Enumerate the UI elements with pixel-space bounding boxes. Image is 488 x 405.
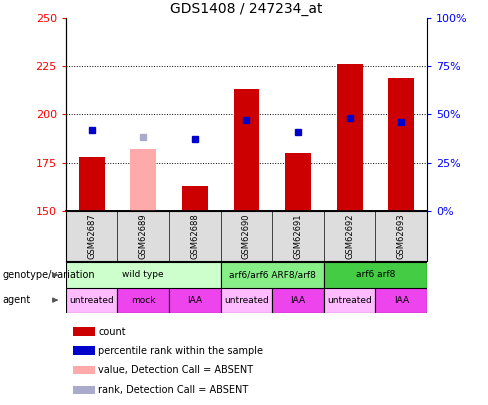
Text: agent: agent	[2, 295, 31, 305]
Bar	[324, 288, 375, 313]
Bar	[337, 64, 363, 211]
Text: genotype/variation: genotype/variation	[2, 270, 95, 280]
Title: GDS1408 / 247234_at: GDS1408 / 247234_at	[170, 2, 323, 16]
Text: GSM62693: GSM62693	[397, 213, 406, 259]
Text: IAA: IAA	[394, 296, 409, 305]
Bar	[388, 78, 414, 211]
Bar	[375, 288, 427, 313]
Bar	[285, 153, 311, 211]
Bar	[118, 288, 169, 313]
Bar	[169, 288, 221, 313]
Bar	[130, 149, 156, 211]
Bar	[73, 366, 95, 374]
Bar	[79, 157, 104, 211]
Bar	[182, 185, 208, 211]
Bar	[221, 262, 324, 288]
Bar	[73, 386, 95, 394]
Text: arf6 arf8: arf6 arf8	[356, 271, 395, 279]
Text: GSM62688: GSM62688	[190, 213, 200, 259]
Text: count: count	[99, 326, 126, 337]
Text: wild type: wild type	[122, 271, 164, 279]
Bar	[73, 327, 95, 336]
Text: mock: mock	[131, 296, 156, 305]
Text: value, Detection Call = ABSENT: value, Detection Call = ABSENT	[99, 365, 253, 375]
Text: IAA: IAA	[187, 296, 203, 305]
Bar	[66, 262, 221, 288]
Bar	[272, 288, 324, 313]
Bar	[221, 288, 272, 313]
Text: GSM62692: GSM62692	[345, 213, 354, 259]
Text: percentile rank within the sample: percentile rank within the sample	[99, 346, 264, 356]
Text: untreated: untreated	[69, 296, 114, 305]
Text: IAA: IAA	[290, 296, 305, 305]
Bar	[324, 262, 427, 288]
Bar	[73, 346, 95, 355]
Bar	[66, 288, 118, 313]
Bar	[234, 90, 259, 211]
Text: untreated: untreated	[327, 296, 372, 305]
Text: GSM62690: GSM62690	[242, 213, 251, 259]
Text: GSM62689: GSM62689	[139, 213, 148, 259]
Text: arf6/arf6 ARF8/arf8: arf6/arf6 ARF8/arf8	[229, 271, 316, 279]
Text: GSM62691: GSM62691	[293, 213, 303, 259]
Text: untreated: untreated	[224, 296, 269, 305]
Text: GSM62687: GSM62687	[87, 213, 96, 259]
Text: rank, Detection Call = ABSENT: rank, Detection Call = ABSENT	[99, 385, 248, 395]
